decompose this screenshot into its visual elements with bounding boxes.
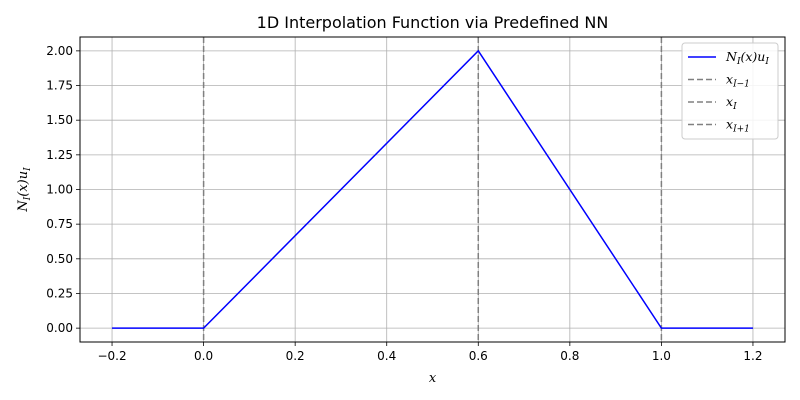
y-tick-label: 1.00 <box>46 183 73 197</box>
legend-label: xI+1 <box>726 117 750 135</box>
x-tick-label: 1.2 <box>743 349 762 363</box>
y-tick-label: 0.00 <box>46 321 73 335</box>
legend-box <box>681 42 779 140</box>
legend-label: NI(x)uI <box>725 49 769 67</box>
chart-title: 1D Interpolation Function via Predefined… <box>257 13 609 32</box>
x-tick-label: −0.2 <box>97 349 126 363</box>
x-tick-label: 0.4 <box>377 349 396 363</box>
series-line <box>112 49 753 329</box>
x-tick-label: 0.6 <box>469 349 488 363</box>
legend: NI(x)uI xI−1 xI xI+1 <box>681 42 779 140</box>
y-tick-label: 0.25 <box>46 286 73 300</box>
y-tick-label: 0.75 <box>46 217 73 231</box>
x-tick-label: 0.0 <box>194 349 213 363</box>
grid <box>80 37 785 342</box>
x-tick-label: 0.2 <box>286 349 305 363</box>
x-tick-label: 0.8 <box>560 349 579 363</box>
y-tick-label: 0.50 <box>46 252 73 266</box>
axis-ticks: −0.2 0.0 0.2 0.4 0.6 0.8 1.0 1.2 0.00 0.25 0.50 0.7… <box>46 44 762 363</box>
vertical-reference-lines <box>202 37 663 342</box>
x-axis-label: x <box>429 371 437 386</box>
x-tick-label: 1.0 <box>652 349 671 363</box>
y-tick-label: 1.25 <box>46 148 73 162</box>
legend-label: xI <box>726 94 737 112</box>
y-axis-label: NI(x)uI <box>16 167 33 213</box>
y-tick-label: 1.75 <box>46 79 73 93</box>
y-tick-label: 2.00 <box>46 44 73 58</box>
series-layer <box>112 49 753 329</box>
legend-label: xI−1 <box>726 72 750 90</box>
y-tick-label: 1.50 <box>46 113 73 127</box>
